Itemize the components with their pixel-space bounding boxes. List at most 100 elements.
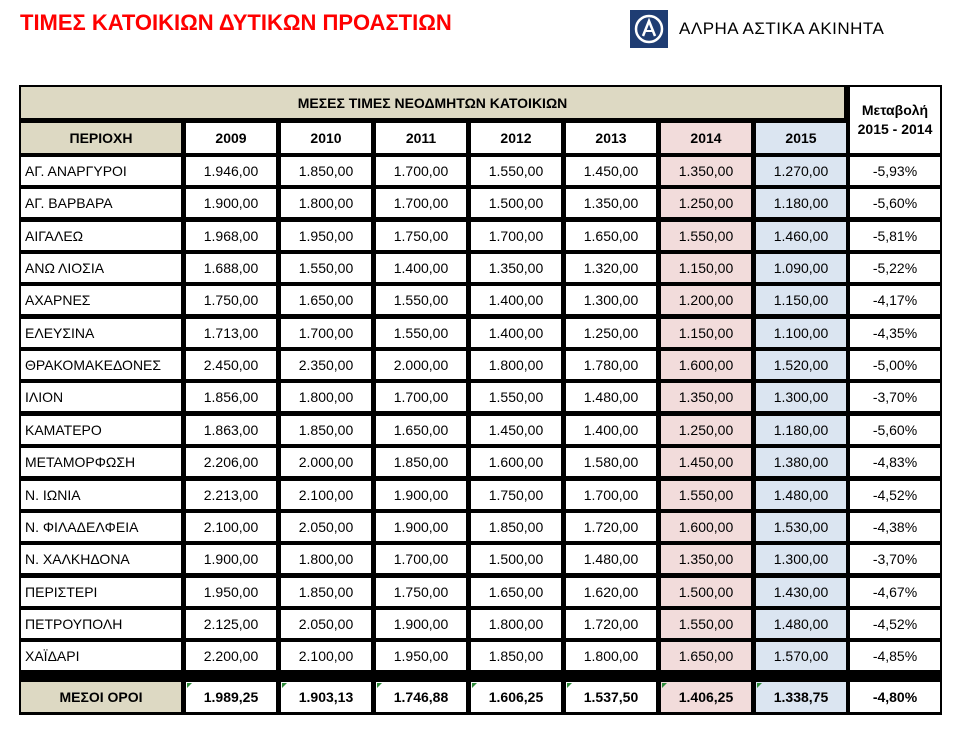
year-header: 2013 (565, 122, 657, 154)
price-cell: 1.400,00 (470, 318, 562, 348)
price-cell: 1.850,00 (280, 577, 372, 607)
price-cell: 1.850,00 (280, 156, 372, 186)
price-cell: 1.750,00 (185, 285, 277, 315)
total-change-cell: -4,80% (849, 681, 941, 713)
change-cell: -5,93% (849, 156, 941, 186)
price-cell: 1.800,00 (470, 609, 562, 639)
price-cell: 1.600,00 (660, 512, 752, 542)
change-cell: -4,83% (849, 447, 941, 477)
price-cell: 1.300,00 (565, 285, 657, 315)
price-cell: 1.800,00 (280, 188, 372, 218)
price-cell: 1.550,00 (660, 609, 752, 639)
change-header: Μεταβολή 2015 - 2014 (849, 86, 941, 154)
price-cell: 1.650,00 (470, 577, 562, 607)
price-cell: 1.570,00 (755, 641, 847, 671)
alpha-bank-logo-icon (630, 10, 668, 48)
price-cell: 1.900,00 (375, 480, 467, 510)
price-cell: 2.100,00 (280, 480, 372, 510)
price-cell: 1.900,00 (185, 544, 277, 574)
change-cell: -5,22% (849, 253, 941, 283)
price-cell: 1.946,00 (185, 156, 277, 186)
total-cell: 1.989,25 (185, 681, 277, 713)
price-cell: 1.856,00 (185, 382, 277, 412)
price-cell: 1.400,00 (470, 285, 562, 315)
price-cell: 1.550,00 (470, 382, 562, 412)
price-cell: 2.125,00 (185, 609, 277, 639)
total-cell: 1.903,13 (280, 681, 372, 713)
price-cell: 1.350,00 (565, 188, 657, 218)
price-cell: 1.700,00 (375, 188, 467, 218)
price-cell: 1.700,00 (280, 318, 372, 348)
company-logo: ΑΛΡΗΑ ΑΣΤΙΚΑ ΑΚΙΝΗΤΑ (630, 9, 884, 49)
area-cell: ΘΡΑΚΟΜΑΚΕΔΟΝΕΣ (20, 350, 182, 380)
price-cell: 1.250,00 (660, 415, 752, 445)
price-cell: 1.800,00 (470, 350, 562, 380)
area-cell: ΚΑΜΑΤΕΡΟ (20, 415, 182, 445)
price-cell: 1.300,00 (755, 382, 847, 412)
price-cell: 1.450,00 (660, 447, 752, 477)
change-cell: -4,85% (849, 641, 941, 671)
price-cell: 1.700,00 (565, 480, 657, 510)
area-cell: ΑΓ. ΑΝΑΡΓΥΡΟΙ (20, 156, 182, 186)
price-cell: 1.450,00 (565, 156, 657, 186)
price-cell: 1.700,00 (375, 156, 467, 186)
price-cell: 1.700,00 (375, 382, 467, 412)
change-header-line: Μεταβολή (861, 102, 929, 118)
change-cell: -5,60% (849, 415, 941, 445)
price-cell: 1.800,00 (280, 544, 372, 574)
price-cell: 1.650,00 (375, 415, 467, 445)
total-cell: 1.606,25 (470, 681, 562, 713)
price-cell: 1.650,00 (280, 285, 372, 315)
price-cell: 1.550,00 (375, 285, 467, 315)
price-cell: 1.480,00 (565, 382, 657, 412)
total-cell: 1.537,50 (565, 681, 657, 713)
area-cell: ΑΙΓΑΛΕΩ (20, 221, 182, 251)
price-cell: 1.450,00 (470, 415, 562, 445)
price-cell: 1.780,00 (565, 350, 657, 380)
change-cell: -3,70% (849, 382, 941, 412)
price-cell: 1.850,00 (280, 415, 372, 445)
price-cell: 1.550,00 (660, 480, 752, 510)
change-cell: -4,52% (849, 480, 941, 510)
year-header: 2009 (185, 122, 277, 154)
price-cell: 1.350,00 (660, 544, 752, 574)
price-cell: 1.090,00 (755, 253, 847, 283)
price-cell: 1.900,00 (185, 188, 277, 218)
page-title: ΤΙΜΕΣ ΚΑΤΟΙΚΙΩΝ ΔΥΤΙΚΩΝ ΠΡΟΑΣΤΙΩΝ (20, 10, 452, 35)
area-cell: ΑΧΑΡΝΕΣ (20, 285, 182, 315)
price-cell: 1.580,00 (565, 447, 657, 477)
price-cell: 1.850,00 (470, 512, 562, 542)
change-cell: -4,17% (849, 285, 941, 315)
area-cell: Ν. ΦΙΛΑΔΕΛΦΕΙΑ (20, 512, 182, 542)
prices-table: ΜΕΣΕΣ ΤΙΜΕΣ ΝΕΟΔΜΗΤΩΝ ΚΑΤΟΙΚΙΩΝ Μεταβολή 2… (19, 85, 942, 715)
price-cell: 1.530,00 (755, 512, 847, 542)
price-cell: 1.800,00 (565, 641, 657, 671)
price-cell: 1.850,00 (470, 641, 562, 671)
price-cell: 1.550,00 (280, 253, 372, 283)
price-cell: 1.150,00 (755, 285, 847, 315)
price-cell: 1.500,00 (660, 577, 752, 607)
area-cell: Ν. ΙΩΝΙΑ (20, 480, 182, 510)
price-cell: 1.688,00 (185, 253, 277, 283)
price-cell: 2.050,00 (280, 609, 372, 639)
price-cell: 1.750,00 (470, 480, 562, 510)
change-cell: -5,81% (849, 221, 941, 251)
price-cell: 1.968,00 (185, 221, 277, 251)
price-cell: 2.100,00 (280, 641, 372, 671)
price-cell: 1.430,00 (755, 577, 847, 607)
table-caption: ΜΕΣΕΣ ΤΙΜΕΣ ΝΕΟΔΜΗΤΩΝ ΚΑΤΟΙΚΙΩΝ (20, 86, 845, 119)
total-cell: 1.746,88 (375, 681, 467, 713)
price-cell: 1.900,00 (375, 512, 467, 542)
change-header-line: 2015 - 2014 (857, 121, 933, 137)
price-cell: 1.713,00 (185, 318, 277, 348)
price-cell: 2.100,00 (185, 512, 277, 542)
area-cell: ΕΛΕΥΣΙΝΑ (20, 318, 182, 348)
price-cell: 1.180,00 (755, 415, 847, 445)
price-cell: 1.500,00 (470, 544, 562, 574)
price-cell: 1.350,00 (660, 156, 752, 186)
price-cell: 1.480,00 (755, 480, 847, 510)
change-cell: -4,52% (849, 609, 941, 639)
price-cell: 2.000,00 (375, 350, 467, 380)
logo-text: ΑΛΡΗΑ ΑΣΤΙΚΑ ΑΚΙΝΗΤΑ (679, 19, 885, 38)
year-header: 2012 (470, 122, 562, 154)
